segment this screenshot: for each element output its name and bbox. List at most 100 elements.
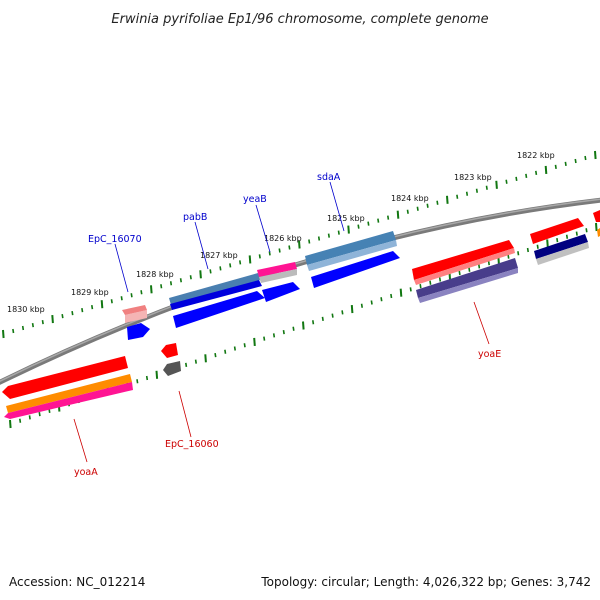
- gene-steel-sdaA-shadow: [307, 240, 397, 271]
- inner-tick-0: [9, 419, 12, 429]
- kbp-label-1827: 1827 kbp: [200, 251, 238, 260]
- outer-tick-17: [169, 281, 173, 286]
- gene-gray-EpC16060: [163, 361, 181, 376]
- outer-tick-52: [515, 176, 518, 182]
- outer-tick-11: [110, 299, 113, 304]
- inner-tick-3: [38, 411, 41, 417]
- gene-pink-yeaB: [257, 262, 297, 277]
- outer-tick-54: [535, 170, 538, 176]
- inner-tick-52: [517, 251, 520, 256]
- outer-tick-26: [258, 254, 261, 259]
- forward-strand-genes: [122, 210, 600, 340]
- kbp-label-1825: 1825 kbp: [327, 214, 365, 223]
- gene-label-yoaA: yoaA: [74, 467, 98, 478]
- outer-tick-track: [2, 150, 597, 339]
- gene-slate-yoaE: [416, 258, 518, 298]
- inner-tick-29: [292, 326, 295, 331]
- inner-tick-44: [438, 277, 442, 282]
- outer-tick-34: [337, 230, 340, 235]
- reverse-strand-genes: [2, 343, 181, 419]
- yoaA-leader: [73, 418, 88, 463]
- gene-blue-yeaB: [262, 282, 300, 302]
- outer-tick-32: [317, 236, 321, 241]
- inner-tick-34: [341, 310, 344, 315]
- outer-tick-36: [357, 224, 360, 229]
- inner-tick-35: [350, 305, 354, 314]
- outer-tick-15: [150, 285, 153, 294]
- EpC16060-leader: [178, 390, 192, 438]
- inner-tick-32: [321, 316, 324, 322]
- inner-tick-40: [399, 288, 403, 297]
- gene-pink-yoaA: [4, 382, 133, 419]
- inner-tick-48: [478, 264, 481, 269]
- outer-tick-24: [239, 260, 242, 265]
- outer-tick-42: [416, 206, 419, 211]
- inner-tick-20: [204, 354, 207, 363]
- outer-tick-46: [456, 194, 459, 199]
- inner-tick-22: [224, 349, 227, 354]
- inner-tick-1: [19, 418, 22, 423]
- outer-tick-29: [288, 245, 291, 250]
- gene-steel-sdaA: [305, 231, 396, 265]
- outer-tick-1: [12, 328, 15, 334]
- inner-tick-36: [360, 303, 363, 308]
- inner-tick-47: [468, 267, 471, 272]
- kbp-labels: 1822 kbp 1823 kbp 1824 kbp 1825 kbp 1826…: [7, 151, 555, 314]
- outer-tick-10: [100, 300, 104, 309]
- gene-label-yeaB: yeaB: [243, 194, 267, 205]
- inner-tick-27: [272, 333, 276, 338]
- sdaA-leader: [329, 181, 345, 232]
- outer-tick-48: [475, 188, 478, 193]
- outer-tick-51: [505, 179, 508, 184]
- gene-red-EpC16060: [161, 343, 178, 358]
- inner-tick-54: [536, 244, 539, 249]
- inner-tick-46: [458, 270, 461, 276]
- outer-tick-49: [485, 185, 488, 190]
- outer-tick-2: [21, 325, 25, 331]
- outer-tick-18: [179, 278, 182, 283]
- inner-tick-39: [390, 293, 393, 299]
- outer-tick-41: [406, 209, 409, 214]
- outer-tick-40: [396, 210, 400, 219]
- inner-tick-25: [253, 337, 256, 346]
- gene-orange-edge: [597, 228, 600, 237]
- gene-navy-right: [534, 234, 588, 259]
- gene-red-right: [530, 218, 584, 244]
- kbp-label-1822: 1822 kbp: [517, 151, 555, 160]
- gene-red-yoaE: [412, 240, 514, 280]
- inner-tick-38: [380, 297, 383, 302]
- outer-tick-5: [51, 315, 54, 324]
- outer-tick-39: [387, 215, 390, 220]
- kbp-label-1823: 1823 kbp: [454, 173, 492, 182]
- gene-silver-right: [536, 242, 589, 265]
- gene-blue-sdaA: [311, 251, 400, 288]
- outer-tick-27: [268, 251, 271, 256]
- outer-tick-13: [130, 293, 133, 298]
- outer-tick-0: [2, 329, 5, 339]
- gene-label-yoaE: yoaE: [478, 349, 501, 360]
- outer-tick-23: [229, 263, 232, 268]
- inner-tick-31: [312, 320, 315, 325]
- gene-steel-pabB-top: [169, 273, 260, 305]
- outer-tick-59: [584, 155, 587, 161]
- inner-tick-58: [575, 231, 578, 236]
- outer-tick-60: [594, 150, 597, 160]
- genome-backbone-highlight: [0, 198, 600, 382]
- inner-tick-43: [429, 280, 432, 285]
- outer-tick-58: [574, 158, 577, 164]
- inner-tick-13: [136, 379, 139, 384]
- inner-tick-18: [185, 362, 188, 368]
- yeaB-leader: [255, 204, 271, 253]
- outer-tick-43: [426, 203, 429, 208]
- outer-tick-33: [327, 233, 330, 238]
- outer-tick-37: [367, 221, 370, 226]
- outer-tick-25: [248, 255, 252, 264]
- outer-tick-45: [446, 195, 449, 204]
- inner-tick-42: [419, 283, 422, 289]
- outer-tick-14: [140, 290, 143, 295]
- inner-tick-23: [233, 346, 236, 351]
- outer-tick-20: [199, 270, 202, 279]
- inner-tick-28: [282, 329, 285, 335]
- outer-tick-31: [308, 239, 311, 244]
- gene-salmon: [122, 305, 147, 315]
